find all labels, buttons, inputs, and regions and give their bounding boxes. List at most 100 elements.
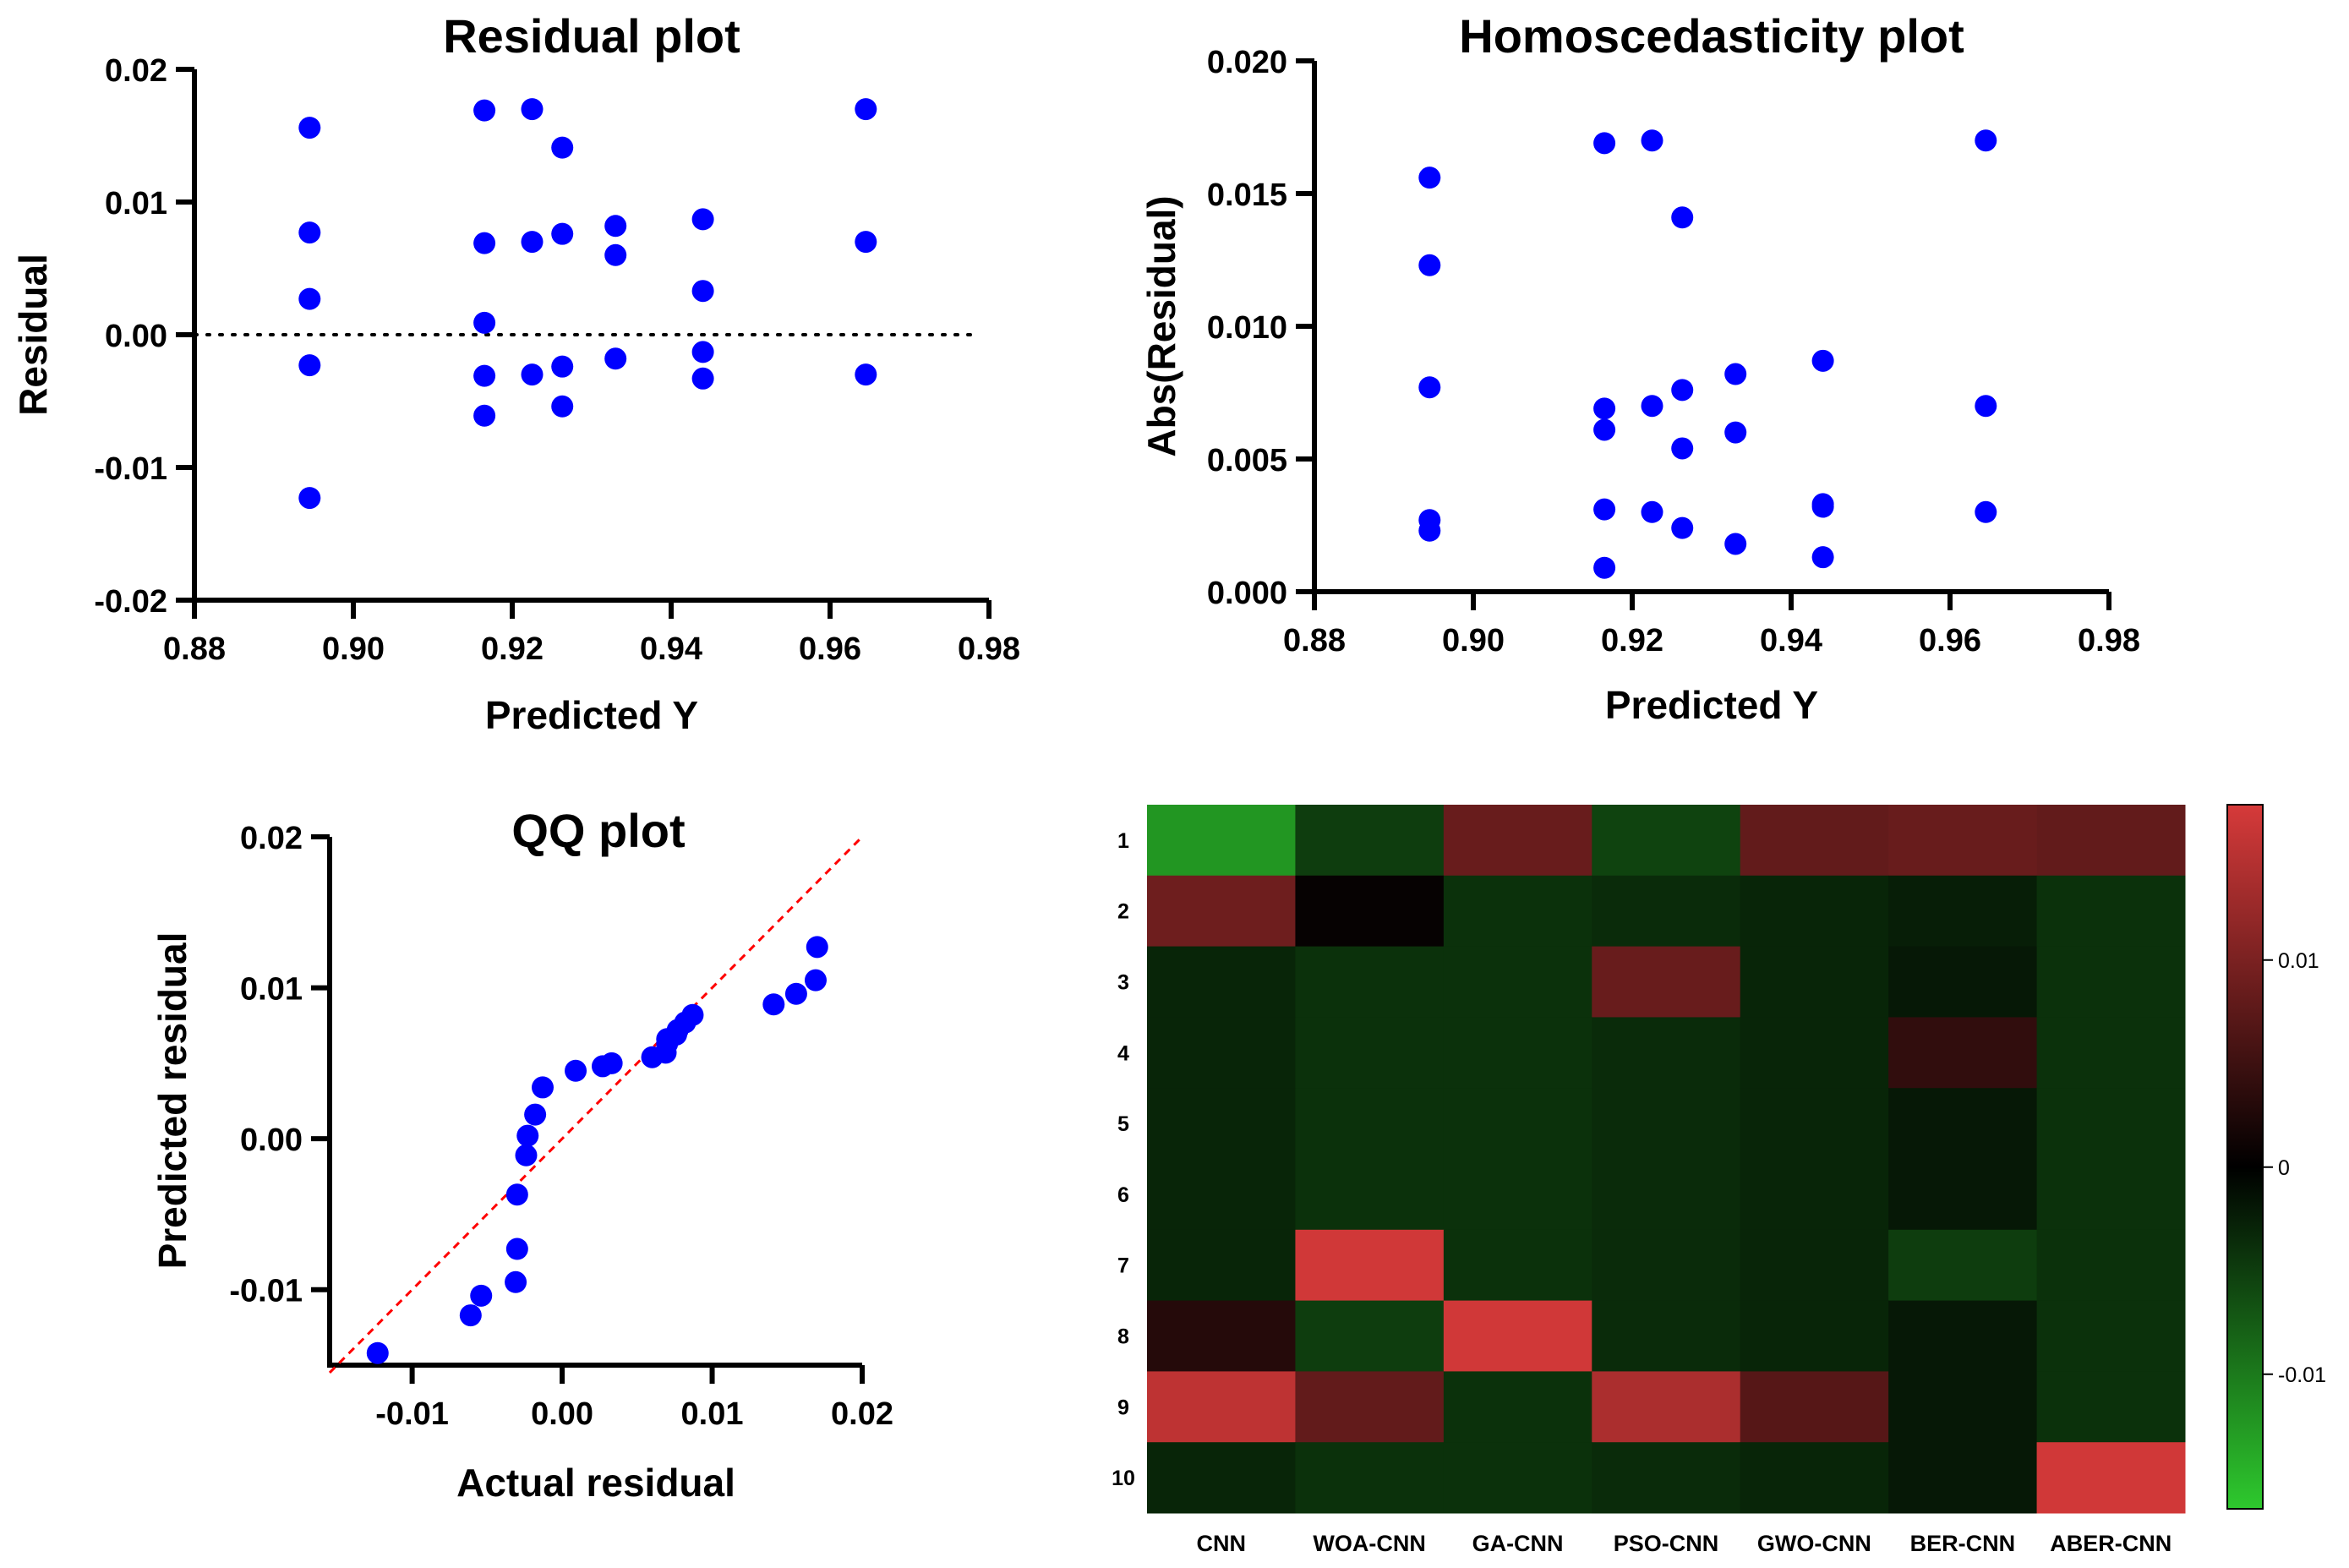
- residual-plot: Residual plot -0.02 -0.01 0.00 0.01 0.02 0.88 0…: [11, 9, 1020, 737]
- data-point: [298, 221, 321, 244]
- data-point: [1671, 379, 1694, 402]
- x-tick-label: 0.98: [2078, 623, 2140, 658]
- heatmap-cell: [1295, 875, 1445, 948]
- heatmap-cell: [2036, 1088, 2186, 1160]
- heatmap-cell: [1443, 875, 1592, 948]
- x-tick-label: 0.92: [1601, 623, 1663, 658]
- heatmap-cell: [1147, 1371, 1296, 1443]
- heatmap-cell: [1147, 1229, 1296, 1302]
- data-point: [1975, 129, 1997, 152]
- x-axis-label: Actual residual: [456, 1461, 735, 1505]
- heatmap-cell: [1592, 946, 1741, 1018]
- data-point: [505, 1183, 528, 1206]
- heatmap-cell: [1888, 1229, 2038, 1302]
- data-point: [551, 222, 574, 245]
- data-point: [521, 231, 544, 254]
- data-point: [521, 98, 544, 121]
- column-label: PSO-CNN: [1614, 1531, 1719, 1556]
- x-tick-label: 0.96: [1919, 623, 1981, 658]
- data-point: [691, 208, 714, 231]
- heatmap-cell: [1592, 1159, 1741, 1231]
- heatmap-cell: [1740, 1017, 1889, 1089]
- x-tick-label: 0.00: [531, 1396, 593, 1432]
- x-tick-label: 0.98: [958, 631, 1020, 667]
- data-point: [681, 1003, 704, 1026]
- heatmap-cell: [1295, 1088, 1445, 1160]
- data-point: [1593, 397, 1616, 420]
- heatmap-cell: [1443, 1300, 1592, 1372]
- qq-plot: QQ plot -0.01 0.00 0.01 0.02 -0.01 0.00 0.01 0.0…: [150, 804, 893, 1505]
- data-point: [459, 1304, 482, 1327]
- x-tick-label: 0.88: [1283, 623, 1346, 658]
- heatmap-cell: [1443, 1371, 1592, 1443]
- data-point: [1671, 516, 1694, 539]
- heatmap-cell: [2036, 805, 2186, 877]
- column-label: GA-CNN: [1472, 1531, 1564, 1556]
- heatmap-cell: [1443, 1088, 1592, 1160]
- heatmap-cell: [2036, 1159, 2186, 1231]
- y-tick-label: 0.000: [1207, 576, 1287, 611]
- data-point: [473, 364, 496, 387]
- data-point: [1724, 363, 1747, 385]
- heatmap-cell: [2036, 1442, 2186, 1514]
- identity-reference-line: [328, 835, 864, 1374]
- row-label: 9: [1117, 1396, 1129, 1419]
- colorbar: [2226, 804, 2264, 1510]
- y-axis-label: Residual: [11, 254, 55, 416]
- data-point: [604, 215, 627, 238]
- y-axis-label: Predicted residual: [150, 932, 194, 1270]
- heatmap-cell: [1592, 1442, 1741, 1514]
- data-point: [806, 936, 828, 959]
- x-tick-label: 0.92: [481, 631, 544, 667]
- data-point: [1975, 500, 1997, 523]
- heatmap-cell: [2036, 1371, 2186, 1443]
- data-point: [298, 287, 321, 310]
- data-point: [1724, 421, 1747, 444]
- heatmap-cell: [2036, 1017, 2186, 1089]
- data-point: [470, 1284, 493, 1307]
- data-point: [1641, 129, 1663, 152]
- heatmap-cell: [1147, 946, 1296, 1018]
- data-point: [1811, 349, 1834, 372]
- y-tick-label: -0.02: [94, 584, 167, 620]
- data-point: [604, 347, 627, 370]
- heatmap-cell: [1295, 1229, 1445, 1302]
- heatmap-cell: [1592, 1300, 1741, 1372]
- heatmap-cell: [2036, 1300, 2186, 1372]
- row-label: 5: [1117, 1112, 1129, 1136]
- heatmap-cell: [1740, 1088, 1889, 1160]
- data-point: [1593, 556, 1616, 579]
- heatmap-cell: [1443, 1229, 1592, 1302]
- heatmap-cell: [1295, 1442, 1445, 1514]
- data-point: [1671, 437, 1694, 460]
- column-label: GWO-CNN: [1757, 1531, 1871, 1556]
- y-tick-label: 0.00: [105, 319, 167, 354]
- row-label: 6: [1117, 1183, 1129, 1207]
- data-point: [1593, 498, 1616, 521]
- heatmap-cell: [1443, 946, 1592, 1018]
- heatmap: 1 2 3 4 5 6 7 8 9 10 CNN WOA-CNN GA-CNN PSO-CNN GWO-CN…: [1112, 804, 2326, 1556]
- homoscedasticity-plot: Homoscedasticity plot 0.000 0.005 0.010 0.01…: [1139, 9, 2140, 727]
- heatmap-cell: [1295, 1017, 1445, 1089]
- data-point: [524, 1103, 547, 1126]
- heatmap-cell: [1888, 1371, 2038, 1443]
- heatmap-cell: [1147, 1300, 1296, 1372]
- y-tick-label: 0.005: [1207, 443, 1287, 478]
- data-point: [473, 404, 496, 427]
- heatmap-cell: [2036, 1229, 2186, 1302]
- heatmap-cell: [1888, 1300, 2038, 1372]
- heatmap-cell: [1888, 1017, 2038, 1089]
- column-label: ABER-CNN: [2050, 1531, 2171, 1556]
- chart-title: Homoscedasticity plot: [1459, 9, 1964, 63]
- heatmap-cell: [1888, 1159, 2038, 1231]
- column-label: CNN: [1196, 1531, 1246, 1556]
- data-point: [855, 231, 877, 254]
- heatmap-cell: [1740, 1229, 1889, 1302]
- data-point: [1671, 206, 1694, 229]
- data-point: [784, 982, 807, 1005]
- heatmap-cell: [1740, 875, 1889, 948]
- data-point: [855, 363, 877, 386]
- data-point: [298, 487, 321, 510]
- heatmap-cell: [1147, 1159, 1296, 1231]
